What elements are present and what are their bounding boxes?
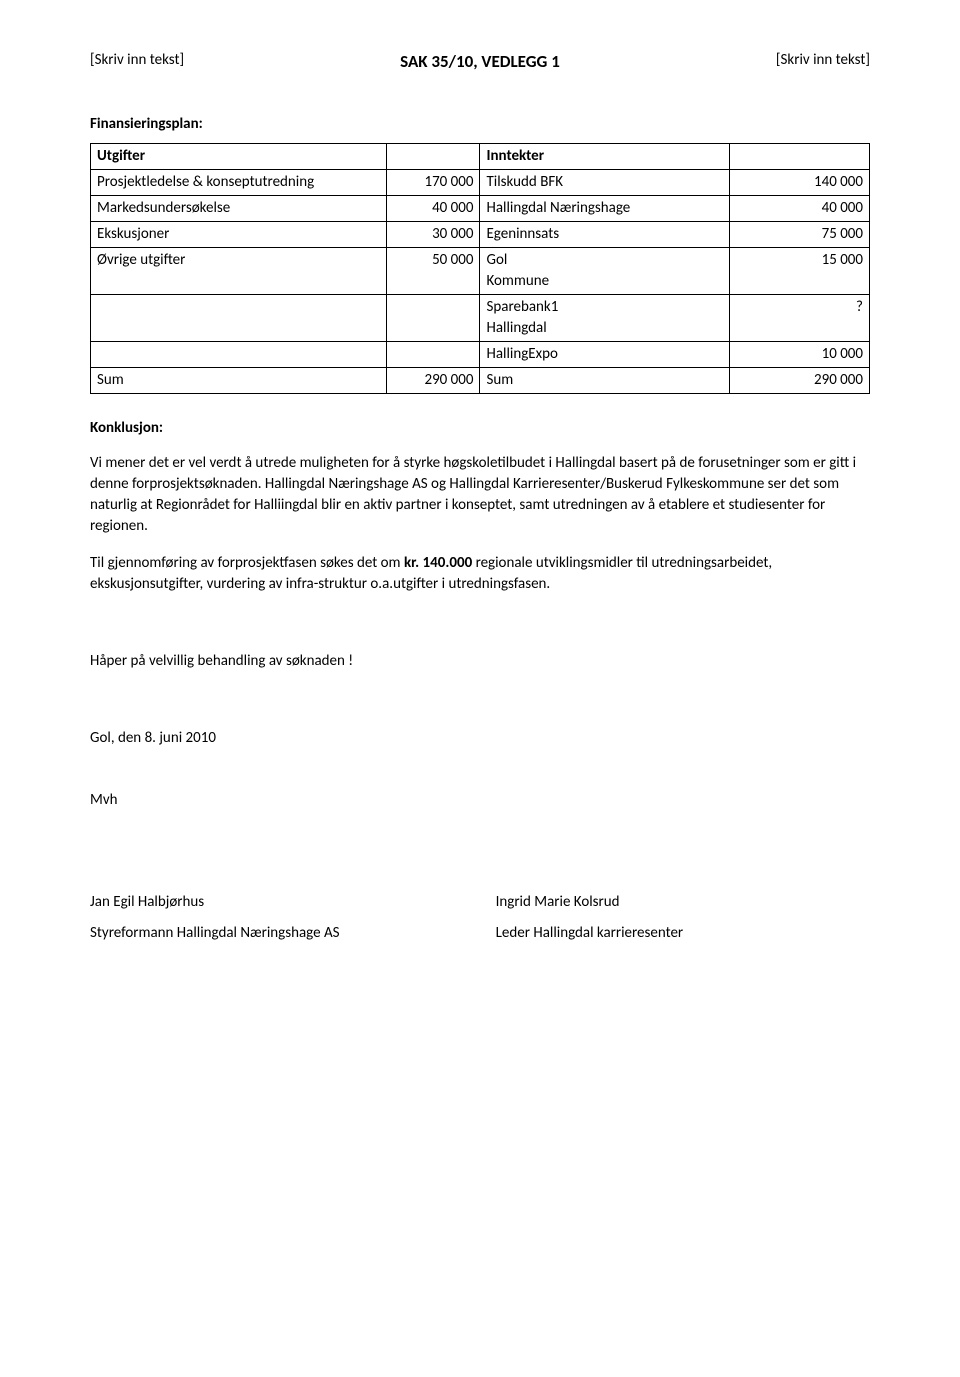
u-label: Øvrige utgifter bbox=[91, 247, 387, 294]
closing-hope: Håper på velvillig behandling av søknade… bbox=[90, 651, 870, 672]
spacer bbox=[90, 827, 870, 852]
col-utgifter-val bbox=[387, 143, 480, 169]
sum-u-label: Sum bbox=[91, 367, 387, 393]
u-val: 30 000 bbox=[387, 221, 480, 247]
i-label: Hallingdal Næringshage bbox=[480, 195, 729, 221]
header-right: [Skriv inn tekst] bbox=[776, 50, 870, 74]
p2-pre: Til gjennomføring av forprosjektfasen sø… bbox=[90, 554, 404, 572]
i-val: 15 000 bbox=[729, 247, 869, 294]
sign-right-title: Leder Hallingdal karrieresenter bbox=[496, 923, 870, 944]
u-label: Markedsundersøkelse bbox=[91, 195, 387, 221]
spacer bbox=[90, 688, 870, 728]
table-row: Sparebank1 Hallingdal ? bbox=[91, 294, 870, 341]
u-val: 50 000 bbox=[387, 247, 480, 294]
i-val: 75 000 bbox=[729, 221, 869, 247]
u-val bbox=[387, 294, 480, 341]
p2-bold: kr. 140.000 bbox=[404, 554, 472, 572]
konklusjon-p2: Til gjennomføring av forprosjektfasen sø… bbox=[90, 553, 870, 595]
i-val: 10 000 bbox=[729, 341, 869, 367]
sign-left-name: Jan Egil Halbjørhus bbox=[90, 892, 464, 913]
i-val: 140 000 bbox=[729, 169, 869, 195]
i-label: Tilskudd BFK bbox=[480, 169, 729, 195]
u-label: Ekskusjoner bbox=[91, 221, 387, 247]
i-label: Egeninnsats bbox=[480, 221, 729, 247]
sign-left-title: Styreformann Hallingdal Næringshage AS bbox=[90, 923, 464, 944]
i-label: Sparebank1 Hallingdal bbox=[480, 294, 729, 341]
closing-place-date: Gol, den 8. juni 2010 bbox=[90, 728, 870, 749]
finansieringsplan-table: Utgifter Inntekter Prosjektledelse & kon… bbox=[90, 143, 870, 394]
finansieringsplan-title: Finansieringsplan: bbox=[90, 114, 870, 135]
konklusjon-p1: Vi mener det er vel verdt å utrede mulig… bbox=[90, 453, 870, 537]
table-header-row: Utgifter Inntekter bbox=[91, 143, 870, 169]
signature-right: Ingrid Marie Kolsrud Leder Hallingdal ka… bbox=[496, 892, 870, 944]
table-row: Prosjektledelse & konseptutredning 170 0… bbox=[91, 169, 870, 195]
closing-mvh: Mvh bbox=[90, 790, 870, 811]
u-label bbox=[91, 294, 387, 341]
signature-left: Jan Egil Halbjørhus Styreformann Halling… bbox=[90, 892, 464, 944]
u-val: 170 000 bbox=[387, 169, 480, 195]
table-row: HallingExpo 10 000 bbox=[91, 341, 870, 367]
i-label: HallingExpo bbox=[480, 341, 729, 367]
sum-u-val: 290 000 bbox=[387, 367, 480, 393]
i-val: ? bbox=[729, 294, 869, 341]
spacer bbox=[90, 611, 870, 651]
i-label: Gol Kommune bbox=[480, 247, 729, 294]
spacer bbox=[90, 765, 870, 790]
signature-block: Jan Egil Halbjørhus Styreformann Halling… bbox=[90, 892, 870, 944]
konklusjon-title: Konklusjon: bbox=[90, 418, 870, 439]
col-inntekter: Inntekter bbox=[480, 143, 729, 169]
table-row: Ekskusjoner 30 000 Egeninnsats 75 000 bbox=[91, 221, 870, 247]
u-val: 40 000 bbox=[387, 195, 480, 221]
header-center: SAK 35/10, VEDLEGG 1 bbox=[400, 50, 560, 74]
spacer bbox=[496, 913, 870, 923]
sign-right-name: Ingrid Marie Kolsrud bbox=[496, 892, 870, 913]
col-inntekter-val bbox=[729, 143, 869, 169]
sum-i-label: Sum bbox=[480, 367, 729, 393]
col-utgifter: Utgifter bbox=[91, 143, 387, 169]
page-header: [Skriv inn tekst] SAK 35/10, VEDLEGG 1 [… bbox=[90, 50, 870, 74]
u-label bbox=[91, 341, 387, 367]
spacer bbox=[90, 913, 464, 923]
table-row: Markedsundersøkelse 40 000 Hallingdal Næ… bbox=[91, 195, 870, 221]
u-val bbox=[387, 341, 480, 367]
u-label: Prosjektledelse & konseptutredning bbox=[91, 169, 387, 195]
i-val: 40 000 bbox=[729, 195, 869, 221]
page: [Skriv inn tekst] SAK 35/10, VEDLEGG 1 [… bbox=[0, 0, 960, 1377]
sum-i-val: 290 000 bbox=[729, 367, 869, 393]
table-row: Øvrige utgifter 50 000 Gol Kommune 15 00… bbox=[91, 247, 870, 294]
header-left: [Skriv inn tekst] bbox=[90, 50, 184, 74]
table-sum-row: Sum 290 000 Sum 290 000 bbox=[91, 367, 870, 393]
